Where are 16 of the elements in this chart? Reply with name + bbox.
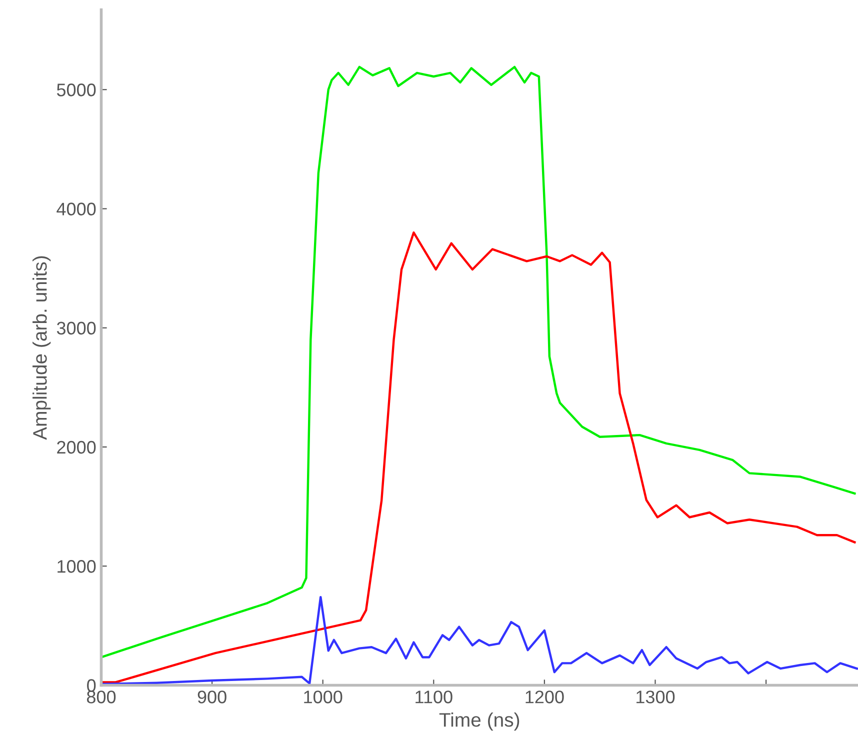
x-tick-label: 800 (86, 690, 116, 704)
y-axis-title: Amplitude (arb. units) (32, 256, 51, 440)
x-tick-label: 1300 (636, 690, 675, 704)
line-series (101, 66, 856, 658)
y-tick-label: 5000 (56, 84, 96, 96)
x-tick-label: 1200 (526, 690, 564, 704)
y-tick-label: 1000 (58, 560, 96, 573)
x-axis-title: Time (ns) (439, 712, 520, 731)
x-tick-label: 1000 (304, 690, 342, 704)
x-tick-label: 1100 (416, 690, 452, 704)
line-series (101, 231, 856, 684)
y-tick-label: 2000 (57, 440, 96, 454)
x-tick-label: 900 (198, 690, 226, 704)
y-tick-label: 0 (87, 679, 96, 692)
y-tick-label: 3000 (56, 322, 96, 335)
y-tick-label: 4000 (56, 202, 96, 216)
